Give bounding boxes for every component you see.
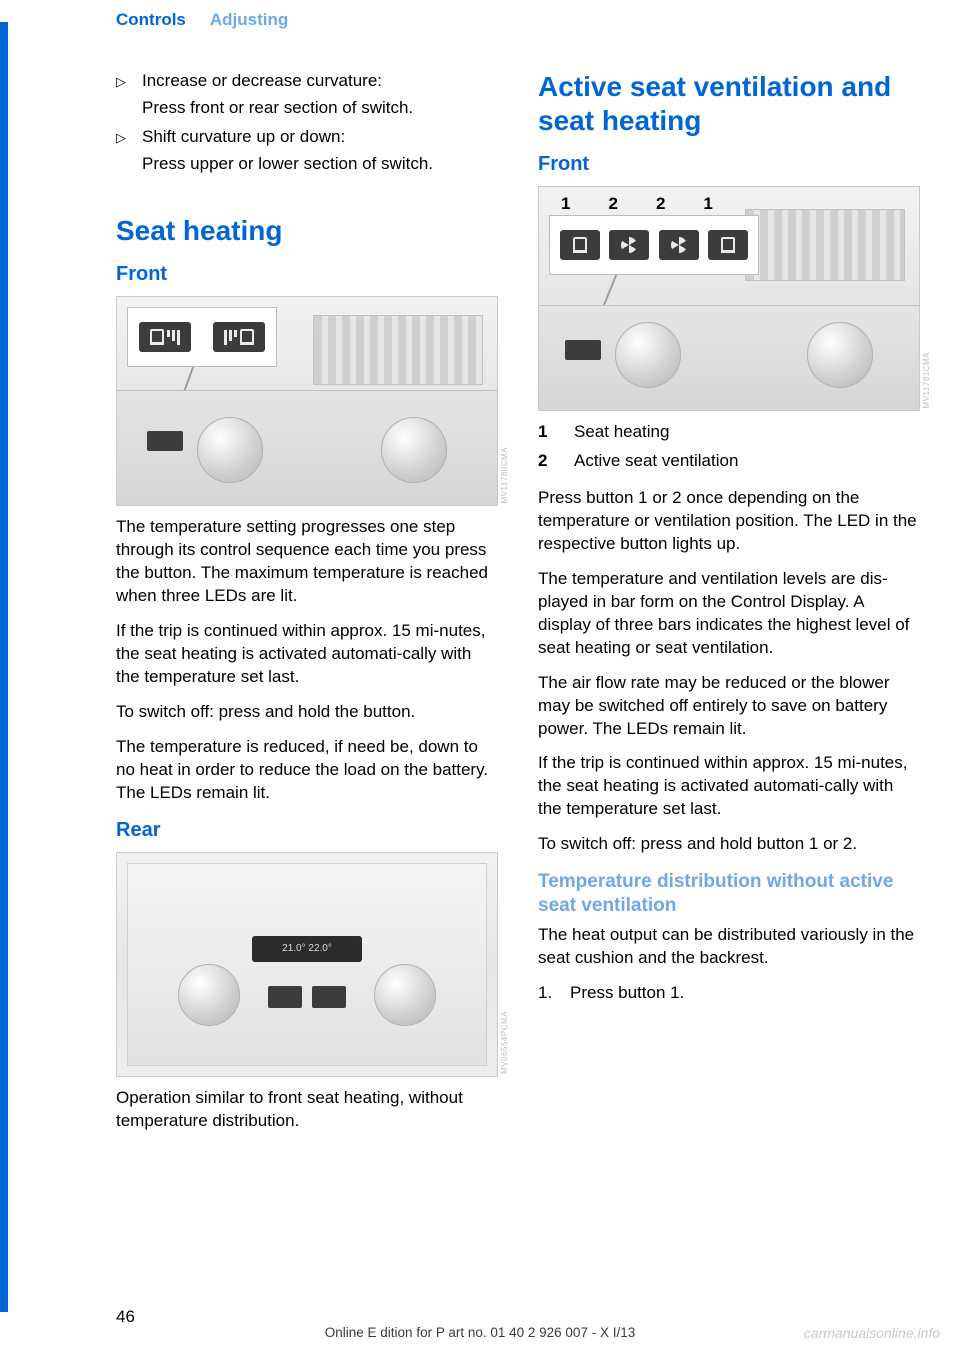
page-number: 46 (116, 1307, 135, 1326)
bullet-text: Increase or decrease curvature: Press fr… (142, 70, 498, 120)
legend-text: Seat heating (574, 421, 669, 444)
ordered-list-number: 1. (538, 982, 556, 1005)
source-watermark: carmanualsonline.info (804, 1324, 940, 1343)
dashboard-panel (539, 305, 919, 410)
dashboard-panel (117, 390, 497, 505)
figure-id-watermark: MV06554PCMA (500, 1011, 511, 1074)
temperature-display: 21.0° 22.0° (252, 936, 362, 962)
seat-heating-button-icon (708, 230, 748, 260)
figure-seat-heating-rear: 21.0° 22.0° MV06554PCMA (116, 852, 498, 1077)
paragraph: The temperature and ventilation levels a… (538, 568, 920, 660)
rear-panel-body: 21.0° 22.0° (127, 863, 487, 1066)
bullet-text: Shift curvature up or down: Press upper … (142, 126, 498, 176)
footer-edition-text: Online E dition for P art no. 01 40 2 92… (325, 1324, 635, 1342)
rotary-knob-icon (374, 964, 436, 1026)
legend-row: 1 Seat heating (538, 421, 920, 444)
paragraph: The heat output can be distributed vario… (538, 924, 920, 970)
callout-number-row: 1 2 2 1 (561, 193, 713, 216)
heading-temperature-distribution: Temperature distribution without active … (538, 870, 920, 918)
legend-number: 1 (538, 421, 554, 444)
callout-box (127, 307, 277, 367)
bullet-marker-icon: ▷ (116, 129, 126, 176)
paragraph: Operation similar to front seat heating,… (116, 1087, 498, 1133)
rotary-knob-icon (197, 417, 263, 483)
paragraph: If the trip is continued within approx. … (116, 620, 498, 689)
heading-front: Front (116, 261, 498, 288)
heading-active-seat-ventilation: Active seat ventilation and seat heating (538, 70, 920, 137)
bullet-body: Press front or rear section of switch. (142, 97, 498, 120)
callout-number: 1 (703, 193, 712, 216)
seat-ventilation-button-icon (659, 230, 699, 260)
breadcrumb-subsection: Adjusting (210, 9, 288, 32)
panel-button-icon (565, 340, 601, 360)
figure-id-watermark: MV11780CMA (500, 447, 511, 503)
seat-heating-button-icon (268, 986, 302, 1008)
seat-heating-button-icon (560, 230, 600, 260)
dashboard-vents (313, 315, 483, 385)
paragraph: To switch off: press and hold button 1 o… (538, 833, 920, 856)
callout-number: 2 (608, 193, 617, 216)
ordered-list-text: Press button 1. (570, 982, 684, 1005)
bullet-marker-icon: ▷ (116, 73, 126, 120)
figure-seat-ventilation-front: 1 2 2 1 MV11781CMA (538, 186, 920, 411)
dashboard-vents (745, 209, 905, 281)
rotary-knob-icon (615, 322, 681, 388)
bullet-item: ▷ Shift curvature up or down: Press uppe… (116, 126, 498, 176)
figure-seat-heating-front: MV11780CMA (116, 296, 498, 506)
rotary-knob-icon (381, 417, 447, 483)
bullet-item: ▷ Increase or decrease curvature: Press … (116, 70, 498, 120)
seat-ventilation-button-icon (609, 230, 649, 260)
paragraph: If the trip is continued within approx. … (538, 752, 920, 821)
bullet-body: Press upper or lower section of switch. (142, 153, 498, 176)
callout-box (549, 215, 759, 275)
bullet-title: Increase or decrease curvature: (142, 70, 498, 93)
bullet-title: Shift curvature up or down: (142, 126, 498, 149)
heading-seat-heating: Seat heating (116, 214, 498, 248)
side-accent-bar (0, 22, 8, 1312)
paragraph: The air flow rate may be reduced or the … (538, 672, 920, 741)
heading-front: Front (538, 151, 920, 178)
figure-id-watermark: MV11781CMA (922, 352, 933, 408)
left-column: ▷ Increase or decrease curvature: Press … (116, 70, 498, 1145)
legend-row: 2 Active seat ventilation (538, 450, 920, 473)
paragraph: The temperature is reduced, if need be, … (116, 736, 498, 805)
page-content: ▷ Increase or decrease curvature: Press … (0, 40, 960, 1145)
seat-heating-button-right-icon (213, 322, 265, 352)
paragraph: Press button 1 or 2 once depending on th… (538, 487, 920, 556)
rotary-knob-icon (807, 322, 873, 388)
panel-button-icon (147, 431, 183, 451)
seat-heating-button-left-icon (139, 322, 191, 352)
ordered-list-item: 1. Press button 1. (538, 982, 920, 1005)
paragraph: The temperature setting progresses one s… (116, 516, 498, 608)
callout-number: 1 (561, 193, 570, 216)
legend-number: 2 (538, 450, 554, 473)
right-column: Active seat ventilation and seat heating… (538, 70, 920, 1145)
rotary-knob-icon (178, 964, 240, 1026)
heading-rear: Rear (116, 817, 498, 844)
callout-number: 2 (656, 193, 665, 216)
paragraph: To switch off: press and hold the button… (116, 701, 498, 724)
breadcrumb-section: Controls (116, 9, 186, 32)
legend-text: Active seat ventilation (574, 450, 738, 473)
seat-heating-button-icon (312, 986, 346, 1008)
page-header: Controls Adjusting (0, 0, 960, 40)
page-footer: 46 Online E dition for P art no. 01 40 2… (0, 1306, 960, 1362)
